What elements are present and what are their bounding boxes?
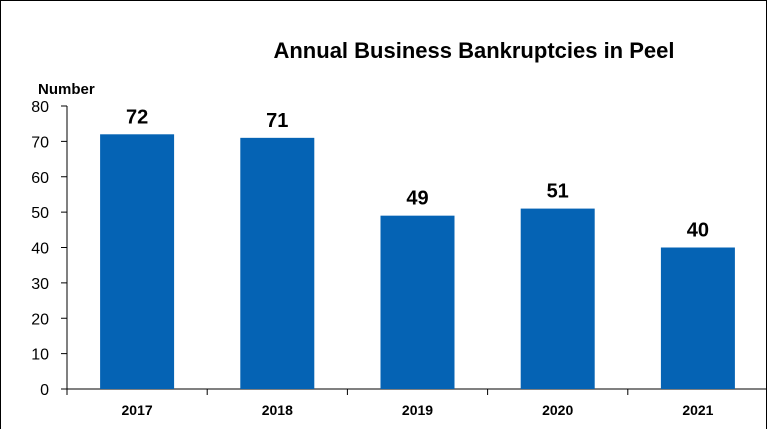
y-tick-label: 30 xyxy=(31,276,49,293)
x-tick-label-2017: 2017 xyxy=(122,402,153,418)
y-tick-label: 20 xyxy=(31,311,49,328)
y-tick-label: 40 xyxy=(31,241,49,258)
bars xyxy=(100,134,735,389)
y-tick-label: 10 xyxy=(31,347,49,364)
bar-2021 xyxy=(660,247,735,389)
y-tick-label: 50 xyxy=(31,205,49,222)
bar-2020 xyxy=(520,208,595,389)
y-tick-label: 70 xyxy=(31,134,49,151)
bar-2018 xyxy=(240,137,315,389)
data-label-2020: 51 xyxy=(547,181,569,203)
axes: 0 10 20 30 40 50 60 70 80 2017 2018 2019 2020 2021 xyxy=(31,99,767,418)
y-tick-label: 60 xyxy=(31,170,49,187)
x-tick-label-2020: 2020 xyxy=(542,402,573,418)
y-tick-label: 0 xyxy=(40,382,49,399)
data-label-2017: 72 xyxy=(126,106,148,128)
x-tick-label-2019: 2019 xyxy=(402,402,433,418)
bar-2019 xyxy=(380,215,455,389)
y-tick-label: 80 xyxy=(31,99,49,116)
x-tick-label-2018: 2018 xyxy=(262,402,293,418)
data-labels: 72 71 49 51 40 xyxy=(126,106,709,241)
y-axis-label: Number xyxy=(38,81,95,98)
data-label-2018: 71 xyxy=(266,110,288,132)
bar-2017 xyxy=(100,134,175,389)
x-tick-label-2021: 2021 xyxy=(682,402,713,418)
chart-title: Annual Business Bankruptcies in Peel xyxy=(273,38,674,63)
data-label-2019: 49 xyxy=(406,188,428,210)
data-label-2021: 40 xyxy=(687,220,709,242)
